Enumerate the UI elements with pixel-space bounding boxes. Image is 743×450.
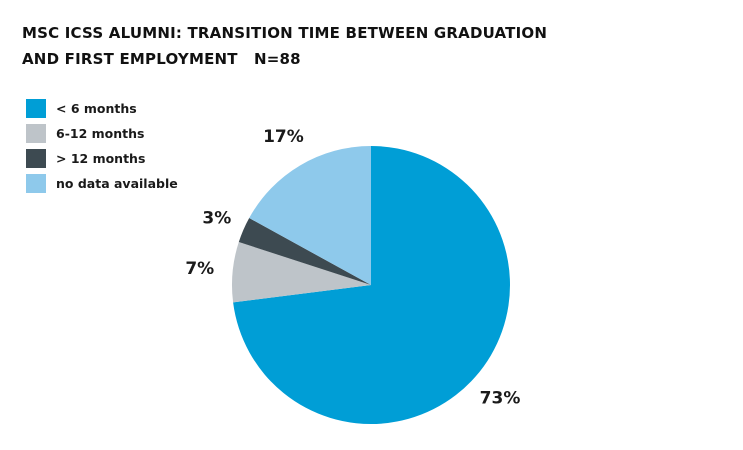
- legend-label: < 6 months: [56, 101, 137, 116]
- chart-title-line-1: MSC ICSS ALUMNI: TRANSITION TIME BETWEEN…: [22, 24, 548, 42]
- pie-slice: [249, 146, 371, 285]
- legend-item: no data available: [26, 171, 178, 196]
- legend-swatch: [26, 124, 46, 143]
- pie-slice-label: 17%: [263, 127, 304, 147]
- pie-slice: [232, 242, 371, 303]
- legend-item: 6-12 months: [26, 121, 178, 146]
- legend: < 6 months 6-12 months > 12 months no data …: [26, 96, 178, 196]
- chart-title-line-2: AND FIRST EMPLOYMENT N=88: [22, 50, 301, 68]
- pie-slice-label: 73%: [480, 389, 521, 409]
- legend-swatch: [26, 149, 46, 168]
- chart-title: MSC ICSS ALUMNI: TRANSITION TIME BETWEEN…: [22, 20, 622, 72]
- legend-swatch: [26, 99, 46, 118]
- legend-item: > 12 months: [26, 146, 178, 171]
- pie-slice-label: 7%: [185, 259, 214, 279]
- legend-label: > 12 months: [56, 151, 146, 166]
- pie-slice: [238, 218, 371, 285]
- legend-label: no data available: [56, 176, 178, 191]
- pie-slice: [233, 146, 510, 425]
- legend-item: < 6 months: [26, 96, 178, 121]
- legend-label: 6-12 months: [56, 126, 145, 141]
- pie-slice-label: 3%: [202, 208, 231, 228]
- legend-swatch: [26, 174, 46, 193]
